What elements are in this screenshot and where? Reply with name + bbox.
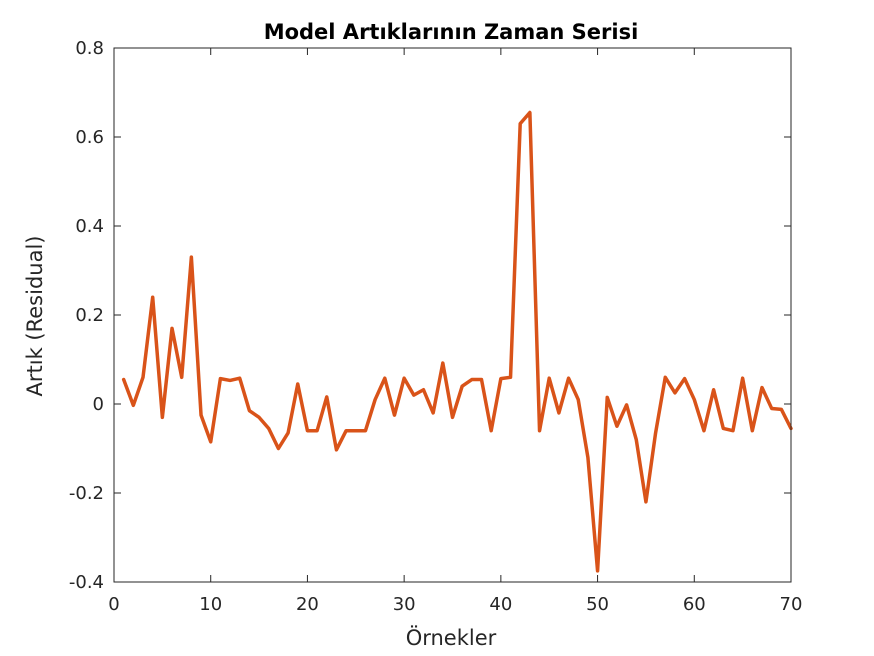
x-tick-label: 60 <box>683 594 706 615</box>
x-ticks: 0 10 20 30 40 50 60 70 <box>108 48 802 615</box>
x-tick-label: 70 <box>780 594 803 615</box>
y-tick-label: -0.2 <box>69 483 104 504</box>
y-tick-label: 0.2 <box>75 305 104 326</box>
x-axis-label: Örnekler <box>406 625 497 650</box>
series-group <box>121 110 793 573</box>
axes-box <box>113 47 792 583</box>
y-tick-label: 0 <box>93 394 104 415</box>
x-tick-label: 20 <box>296 594 319 615</box>
y-axis-label: Artık (Residual) <box>23 236 47 397</box>
y-tick-label: 0.6 <box>75 127 104 148</box>
x-tick-label: 40 <box>489 594 512 615</box>
x-tick-label: 30 <box>393 594 416 615</box>
x-tick-label: 0 <box>108 594 119 615</box>
series-line <box>121 110 793 573</box>
y-ticks: -0.4 -0.2 0 0.2 0.4 0.6 0.8 <box>69 38 791 593</box>
x-tick-label: 10 <box>199 594 222 615</box>
x-tick-label: 50 <box>586 594 609 615</box>
y-tick-label: 0.4 <box>75 216 104 237</box>
plot-area <box>114 48 791 582</box>
y-tick-label: 0.8 <box>75 38 104 59</box>
chart-title: Model Artıklarının Zaman Serisi <box>264 20 639 44</box>
y-tick-label: -0.4 <box>69 572 104 593</box>
